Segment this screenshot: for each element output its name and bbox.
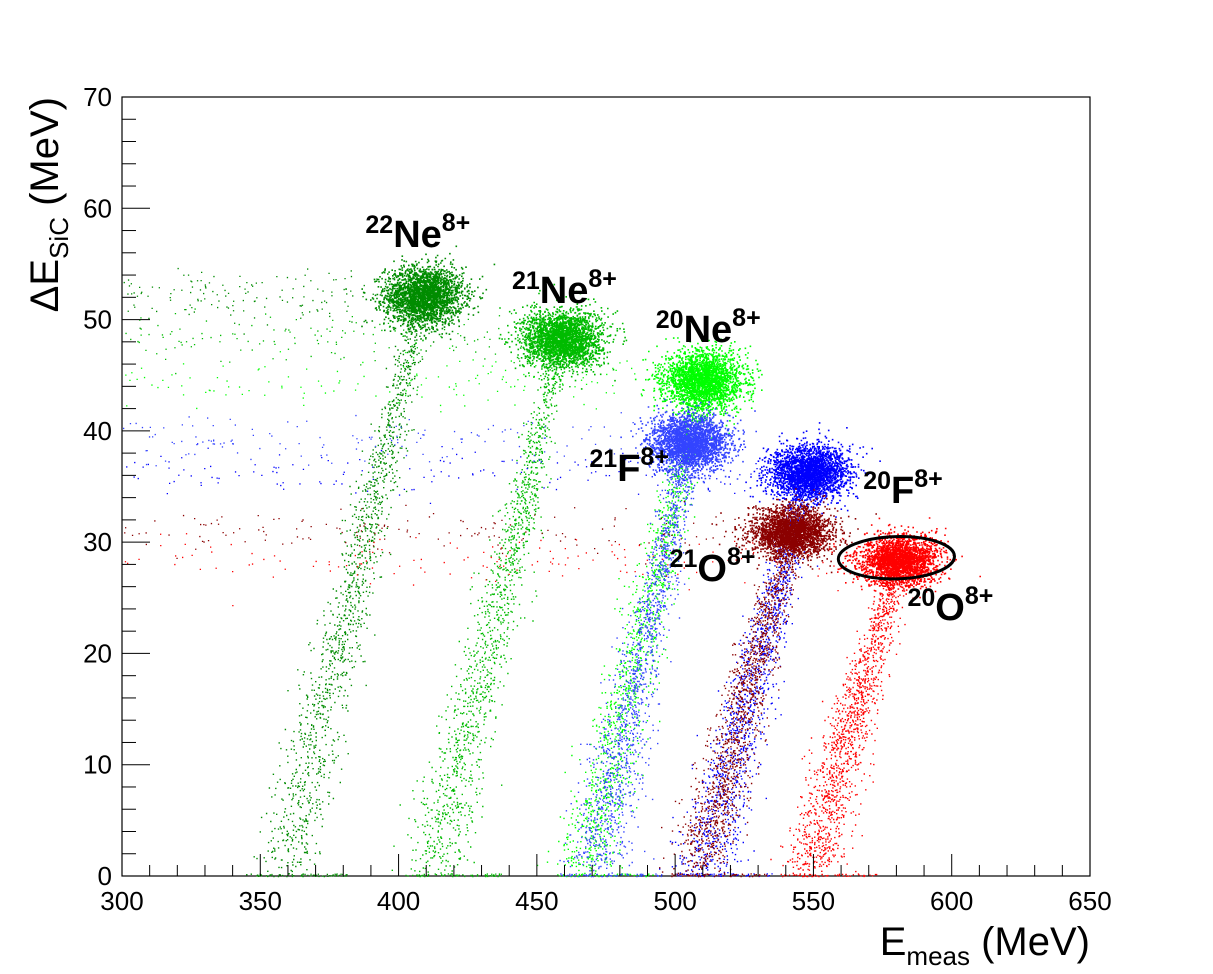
y-tick-label: 40 [83, 416, 112, 446]
annotations [836, 535, 956, 581]
ion-label: 21O8+ [670, 543, 756, 590]
x-tick-label: 600 [930, 886, 973, 916]
series-21f [123, 398, 757, 878]
series-22ne [123, 245, 496, 878]
data-points [123, 245, 982, 878]
ion-label: 22Ne8+ [365, 209, 470, 256]
series-points [123, 245, 496, 878]
selection-contour [836, 535, 956, 581]
x-tick-label: 500 [653, 886, 696, 916]
series-20ne [125, 336, 763, 878]
y-tick-label: 60 [83, 193, 112, 223]
y-axis-title: ΔESiC (MeV) [23, 97, 74, 312]
x-axis-title: Emeas (MeV) [880, 920, 1090, 971]
series-20f [126, 422, 881, 878]
x-tick-label: 650 [1068, 886, 1111, 916]
series-21o [124, 488, 878, 878]
ion-label: 21F8+ [589, 443, 669, 490]
ion-label: 20O8+ [907, 582, 993, 629]
series-points [124, 488, 878, 878]
ion-label: 20F8+ [863, 465, 943, 512]
series-points [126, 422, 881, 878]
y-tick-label: 70 [83, 82, 112, 112]
x-tick-label: 450 [515, 886, 558, 916]
series-points [124, 517, 982, 878]
ion-label: 21Ne8+ [512, 265, 617, 312]
y-tick-label: 20 [83, 638, 112, 668]
x-tick-label: 400 [377, 886, 420, 916]
series-20o [124, 517, 982, 878]
series-points [123, 398, 757, 878]
series-points [125, 336, 763, 878]
plot-frame [121, 96, 1091, 877]
series-points [125, 283, 628, 878]
ion-label: 20Ne8+ [656, 304, 761, 351]
x-tick-label: 300 [100, 886, 143, 916]
axis-ticks: 300 350 400 450 500 550 600 650 0 10 20 30 40 50 60 70 [83, 82, 1112, 916]
y-tick-label: 10 [83, 750, 112, 780]
y-tick-label: 50 [83, 305, 112, 335]
series-21ne [125, 283, 628, 878]
y-tick-label: 30 [83, 527, 112, 557]
x-tick-label: 550 [792, 886, 835, 916]
ion-labels: 22Ne8+ 21Ne8+ 20Ne8+ 21F8+ 20F8+ 21O8+ 20O8+ [365, 209, 993, 629]
x-tick-label: 350 [239, 886, 282, 916]
y-tick-label: 0 [98, 861, 112, 891]
